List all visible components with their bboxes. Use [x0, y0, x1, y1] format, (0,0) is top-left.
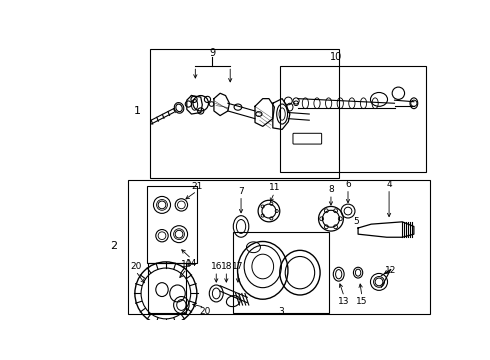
Bar — [280, 66, 425, 172]
Text: 8: 8 — [328, 185, 334, 194]
Bar — [128, 180, 430, 314]
Text: 20: 20 — [199, 307, 210, 316]
Text: 20: 20 — [130, 262, 141, 271]
Text: 10: 10 — [330, 52, 343, 62]
Text: 4: 4 — [386, 180, 392, 189]
Text: 2: 2 — [110, 242, 118, 252]
Text: 13: 13 — [339, 297, 350, 306]
Text: 11: 11 — [269, 184, 280, 193]
Text: 18: 18 — [220, 262, 232, 271]
Text: 9: 9 — [209, 48, 216, 58]
Text: 7: 7 — [238, 186, 244, 195]
Text: 12: 12 — [385, 266, 396, 275]
Text: 14: 14 — [186, 259, 197, 268]
Text: 19: 19 — [181, 260, 193, 269]
Bar — [150, 49, 339, 178]
Text: 15: 15 — [356, 297, 368, 306]
Text: 6: 6 — [345, 180, 351, 189]
Text: 5: 5 — [353, 217, 359, 226]
Text: 1: 1 — [134, 106, 141, 116]
Text: 16: 16 — [211, 262, 222, 271]
Text: 3: 3 — [278, 307, 284, 316]
Text: 21: 21 — [191, 182, 202, 191]
Bar — [148, 263, 186, 313]
Text: 17: 17 — [232, 262, 244, 271]
Bar — [147, 186, 197, 263]
Bar — [233, 232, 329, 313]
